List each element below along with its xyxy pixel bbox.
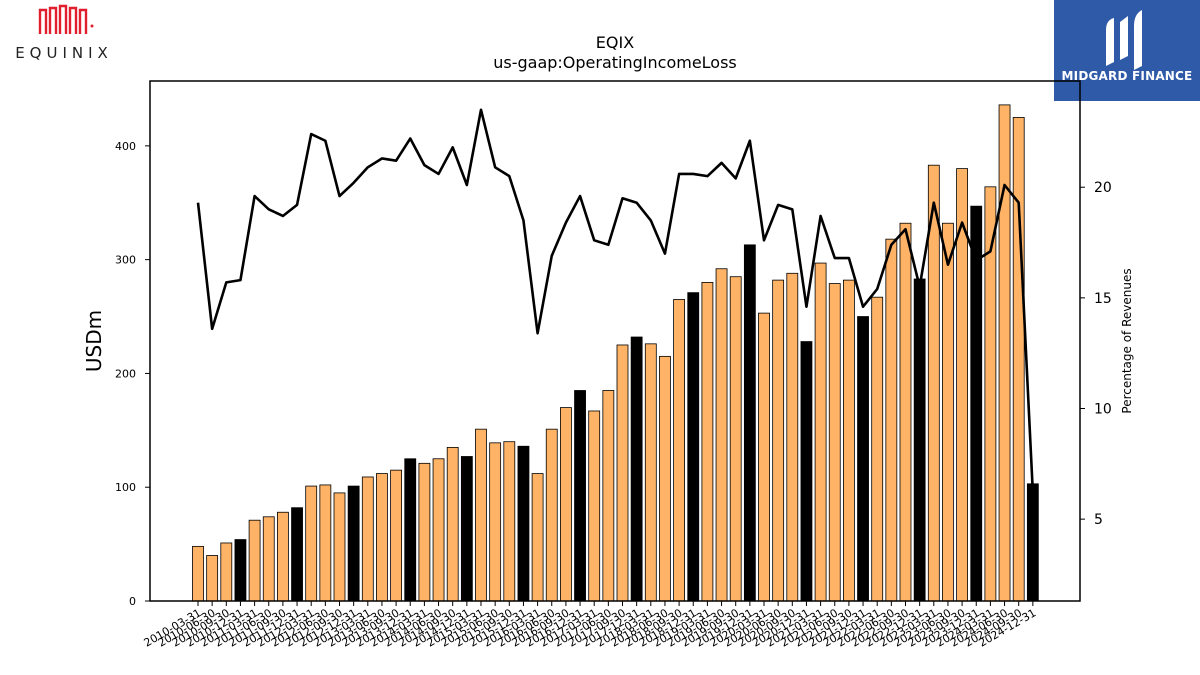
x-axis: 2010-03-312010-06-302010-09-302010-12-31… [142,601,1038,650]
y2-tick-label: 20 [1094,180,1112,196]
bar-2013-12-31 [404,458,417,602]
y-tick-label: 200 [115,367,136,380]
midgard-brand-text: MIDGARD FINANCE [1061,69,1193,83]
pct-revenue-line [196,108,1035,493]
bar-2017-06-30 [602,390,615,602]
bar-2017-09-30 [616,344,629,602]
bar-2012-03-31 [305,485,318,602]
bar-2018-12-31 [687,292,700,602]
bar-2013-06-30 [376,473,388,602]
y-tick-label: 400 [115,140,136,153]
y-tick-label: 100 [115,481,136,494]
bar-2016-03-31 [531,473,544,602]
bar-2021-03-31 [814,262,827,602]
bar-2011-06-30 [262,516,275,602]
bar-2024-12-31 [1026,483,1039,602]
bar-2018-09-30 [673,299,685,602]
bar-2019-12-31 [743,244,756,602]
y-tick-label: 0 [129,595,136,608]
bar-2010-12-31 [234,539,247,602]
equinix-logo: EQUINIX [0,0,130,70]
bar-2011-12-31 [291,507,303,602]
bar-2022-09-30 [899,222,912,602]
bar-2019-09-30 [729,276,742,602]
midgard-logo-icon [1106,10,1142,70]
plot-frame [149,80,1081,602]
bar-2020-06-30 [772,279,785,602]
bar-2023-12-31 [970,205,983,602]
bar-2016-06-30 [545,428,558,602]
bar-2018-03-31 [644,343,657,602]
bar-2012-12-31 [347,485,360,602]
bar-2020-09-30 [786,272,799,602]
bar-2015-12-31 [517,445,530,602]
bar-2010-09-30 [220,542,233,602]
bar-2021-09-30 [843,279,855,602]
bar-2024-09-30 [1012,117,1025,602]
bar-2017-03-31 [588,410,601,602]
bar-2011-09-30 [276,511,289,602]
y2-tick-label: 5 [1094,512,1103,528]
bar-2014-09-30 [446,446,459,602]
bar-2014-12-31 [460,456,473,602]
bar-2022-06-30 [885,238,898,602]
bar-2010-03-31 [192,545,204,602]
chart-title: EQIX [596,33,634,52]
midgard-logo: MIDGARD FINANCE [1054,0,1200,101]
bar-2022-03-31 [871,296,884,602]
bar-2021-12-31 [857,316,869,602]
bar-2013-09-30 [390,469,403,602]
y2-tick-label: 10 [1094,401,1112,417]
bar-2023-06-30 [942,222,954,602]
right-y-axis: 5 10 15 20 [1080,180,1112,528]
bar-2015-03-31 [475,428,487,602]
bar-2021-06-30 [828,283,841,602]
equinix-logo-icon [38,4,94,34]
left-y-axis: 0 100 200 300 400 [115,140,150,608]
bar-2020-12-31 [800,341,813,602]
bar-2015-09-30 [503,441,516,602]
bar-2016-12-31 [574,390,586,602]
bar-2016-09-30 [560,407,572,602]
bar-2012-06-30 [319,484,332,602]
equinix-brand-text: EQUINIX [15,44,113,62]
bar-2024-06-30 [998,104,1011,602]
bar-2011-03-31 [248,519,261,602]
bar-2022-12-31 [913,278,926,602]
chart-subtitle: us-gaap:OperatingIncomeLoss [493,53,737,72]
bar-2015-06-30 [489,442,502,602]
y2-tick-label: 15 [1094,291,1112,307]
bar-2012-09-30 [333,492,346,602]
bar-2014-03-31 [418,462,431,602]
y-tick-label: 300 [115,254,136,267]
bar-2013-03-31 [361,476,374,602]
bar-2014-06-30 [432,458,445,602]
bar-2019-03-31 [701,281,714,602]
bar-series [192,104,1039,602]
y-axis-label: USDm [82,310,106,372]
bar-2020-03-31 [758,312,770,602]
bar-2018-06-30 [659,355,671,602]
line-series [196,108,1035,493]
y2-axis-label: Percentage of Revenues [1120,268,1134,413]
bar-2019-06-30 [715,268,728,602]
bar-2017-12-31 [630,336,643,602]
bar-2010-06-30 [206,555,219,602]
